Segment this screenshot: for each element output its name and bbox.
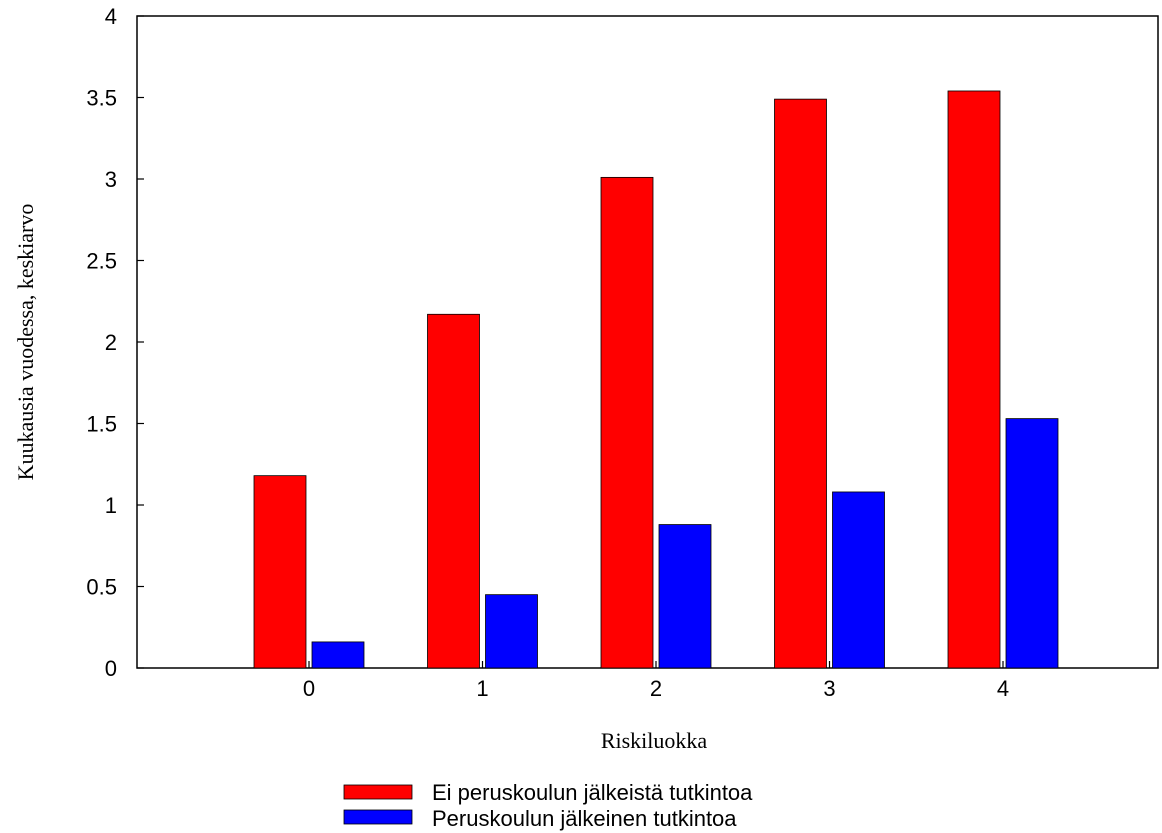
bar-series-2-cat-2: [658, 524, 712, 669]
bar-series-2-cat-0: [311, 641, 365, 669]
legend-swatch-series-2: [343, 809, 413, 825]
y-tick-label: 1.5: [86, 412, 117, 437]
bar-series-2-cat-4: [1005, 418, 1059, 669]
bar-series-1-cat-1: [427, 313, 480, 669]
y-tick-label: 2: [105, 330, 117, 355]
legend: Ei peruskoulun jälkeistä tutkintoa Perus…: [343, 780, 753, 831]
bar-series-1-cat-3: [774, 98, 827, 669]
x-tick-label: 2: [650, 676, 662, 701]
bars: [253, 90, 1059, 669]
y-tick-label: 3: [105, 167, 117, 192]
x-axis-title: Riskiluokka: [601, 728, 708, 753]
legend-label-series-1: Ei peruskoulun jälkeistä tutkintoa: [432, 780, 753, 805]
legend-label-series-2: Peruskoulun jälkeinen tutkintoa: [432, 806, 737, 831]
x-axis-ticks: 0 1 2 3 4: [303, 661, 1009, 701]
bar-series-2-cat-3: [832, 491, 885, 669]
bar-series-1-cat-0: [253, 475, 307, 669]
y-axis-ticks: 0 0.5 1 1.5 2 2.5 3 3.5 4: [86, 4, 144, 681]
x-tick-label: 4: [997, 676, 1009, 701]
y-tick-label: 1: [105, 493, 117, 518]
y-tick-label: 0: [105, 656, 117, 681]
x-tick-label: 0: [303, 676, 315, 701]
y-tick-label: 0.5: [86, 575, 117, 600]
x-tick-label: 3: [823, 676, 835, 701]
bar-series-1-cat-4: [947, 90, 1001, 669]
bar-series-2-cat-1: [485, 594, 538, 669]
y-tick-label: 3.5: [86, 86, 117, 111]
x-tick-label: 1: [476, 676, 488, 701]
y-tick-label: 4: [105, 4, 117, 29]
legend-swatch-series-1: [343, 784, 413, 800]
y-tick-label: 2.5: [86, 249, 117, 274]
bar-series-1-cat-2: [600, 176, 654, 669]
y-axis-title: Kuukausia vuodessa, keskiarvo: [13, 204, 38, 481]
